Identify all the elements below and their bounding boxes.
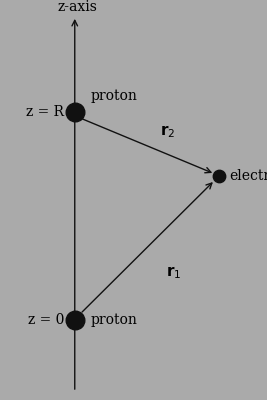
Point [217,173,221,179]
Text: z = R: z = R [26,105,64,119]
Text: $\mathbf{r}_1$: $\mathbf{r}_1$ [166,264,181,281]
Point [73,109,77,115]
Text: electron: electron [230,169,267,183]
Text: proton: proton [91,89,138,103]
Text: z-axis: z-axis [57,0,97,14]
Text: $\mathbf{r}_2$: $\mathbf{r}_2$ [160,123,175,140]
Text: proton: proton [91,313,138,327]
Point [73,317,77,323]
Text: z = 0: z = 0 [28,313,64,327]
